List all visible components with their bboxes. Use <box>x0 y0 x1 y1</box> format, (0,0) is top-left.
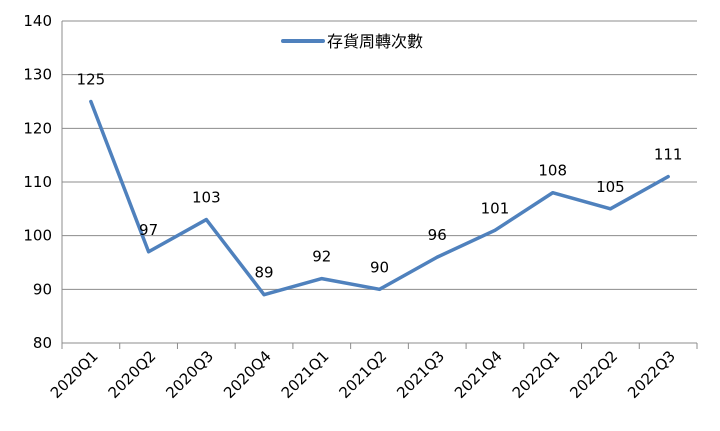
data-label: 105 <box>596 178 625 196</box>
data-point <box>147 250 151 254</box>
y-tick-label: 80 <box>33 334 52 352</box>
x-tick-label: 2021Q2 <box>336 347 391 402</box>
y-tick-label: 110 <box>23 173 52 191</box>
y-tick-label: 100 <box>23 227 52 245</box>
data-label: 89 <box>254 264 273 282</box>
data-label: 101 <box>481 199 510 217</box>
data-point <box>262 293 266 297</box>
data-label: 125 <box>77 71 106 89</box>
data-label: 103 <box>192 189 221 207</box>
x-tick-label: 2022Q3 <box>624 347 679 402</box>
legend-label: 存貨周轉次數 <box>327 32 423 51</box>
data-point <box>320 277 324 281</box>
data-label: 96 <box>428 226 447 244</box>
data-point <box>608 207 612 211</box>
y-tick-label: 140 <box>23 12 52 30</box>
x-tick-label: 2022Q1 <box>509 347 564 402</box>
series-layer <box>89 99 670 297</box>
data-point <box>378 287 381 291</box>
data-labels: 125 97 103 89 92 90 96 101 108 105 111 <box>77 71 683 282</box>
x-tick-label: 2021Q3 <box>393 347 448 402</box>
data-label: 108 <box>538 162 567 180</box>
data-label: 92 <box>312 248 331 266</box>
data-point <box>435 255 439 259</box>
x-tick-label: 2021Q1 <box>278 347 333 402</box>
legend: 存貨周轉次數 <box>281 32 423 51</box>
data-point <box>204 218 208 222</box>
y-tick-label: 90 <box>33 280 52 298</box>
data-point <box>666 175 670 179</box>
data-point <box>493 228 497 232</box>
x-tick-label: 2022Q2 <box>566 347 621 402</box>
x-tick-label: 2021Q4 <box>451 347 506 402</box>
gridlines <box>62 20 697 344</box>
x-tick-label: 2020Q4 <box>220 347 275 402</box>
data-point <box>551 191 555 195</box>
y-tick-label: 130 <box>23 66 52 84</box>
data-point <box>89 100 93 103</box>
data-label: 111 <box>654 146 683 164</box>
data-label: 90 <box>370 258 389 276</box>
x-tick-label: 2020Q3 <box>162 347 217 402</box>
data-label: 97 <box>139 221 158 239</box>
x-tick-label: 2020Q2 <box>105 347 160 402</box>
y-tick-label: 120 <box>23 119 52 137</box>
x-tick-label: 2020Q1 <box>47 347 102 402</box>
